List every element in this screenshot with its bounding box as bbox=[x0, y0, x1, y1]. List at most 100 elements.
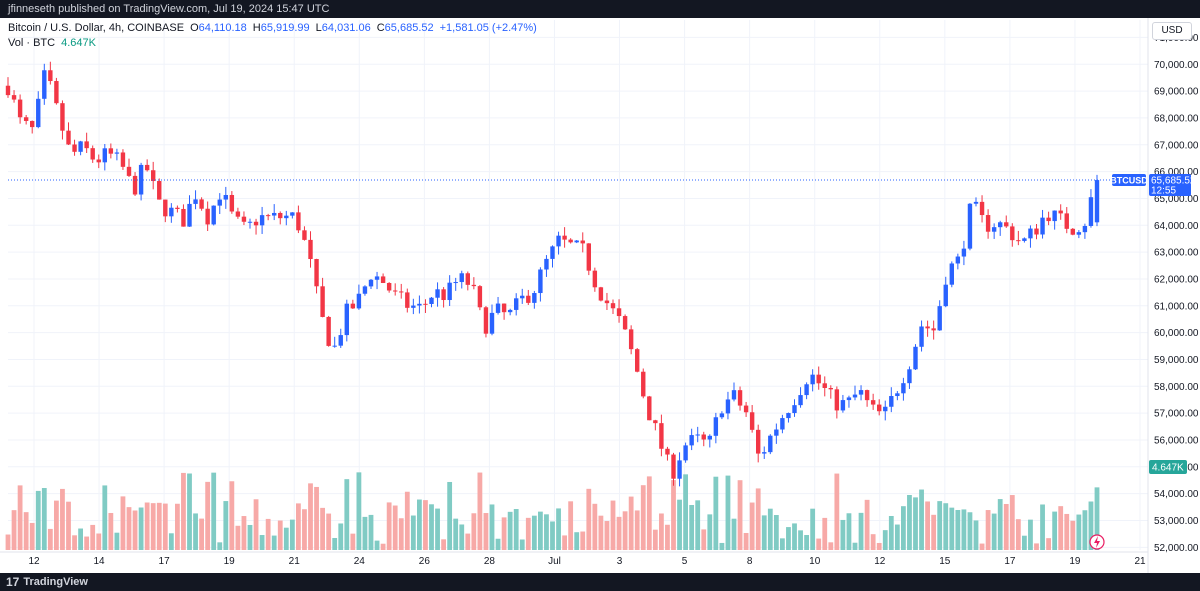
candle-body bbox=[453, 282, 458, 284]
y-tick-label: 58,000.00 bbox=[1154, 382, 1199, 393]
volume-bar bbox=[23, 512, 29, 550]
candle-body bbox=[520, 295, 525, 299]
volume-bar bbox=[792, 523, 797, 550]
volume-bar bbox=[447, 481, 453, 550]
volume-bar bbox=[181, 472, 186, 550]
volume-bar bbox=[96, 533, 102, 550]
candle-body bbox=[1040, 217, 1045, 235]
candle-body bbox=[78, 141, 83, 152]
volume-bar bbox=[1082, 510, 1088, 550]
candle-body bbox=[138, 164, 144, 195]
x-tick-label: Jul bbox=[548, 556, 561, 567]
volume-bar bbox=[979, 543, 985, 550]
volume-bar bbox=[544, 514, 549, 550]
candle-body bbox=[489, 312, 495, 334]
volume-bar bbox=[677, 499, 682, 550]
volume-bar bbox=[66, 501, 71, 550]
volume-bar bbox=[810, 508, 816, 550]
volume-bar bbox=[156, 502, 162, 550]
brand-name: TradingView bbox=[23, 576, 88, 588]
volume-bar bbox=[713, 476, 719, 550]
volume-bar bbox=[54, 500, 59, 550]
candle-body bbox=[1016, 240, 1021, 242]
volume-bar bbox=[519, 539, 525, 550]
volume-bar bbox=[949, 507, 955, 550]
candle-body bbox=[1088, 197, 1094, 226]
candle-body bbox=[556, 235, 561, 247]
volume-bar bbox=[665, 524, 670, 550]
volume-bar bbox=[11, 510, 17, 550]
candle-body bbox=[586, 243, 591, 271]
volume-bar bbox=[17, 485, 23, 550]
candle-body bbox=[756, 429, 761, 454]
volume-bar bbox=[423, 500, 428, 550]
candle-body bbox=[713, 417, 719, 436]
candle-body bbox=[749, 412, 755, 430]
candle-body bbox=[641, 371, 646, 397]
candle-body bbox=[405, 292, 410, 308]
volume-tag bbox=[1149, 460, 1187, 474]
candle-body bbox=[223, 194, 228, 200]
volume-bar bbox=[749, 502, 755, 550]
candle-body bbox=[423, 303, 428, 305]
candle-body bbox=[889, 396, 894, 407]
candle-body bbox=[495, 303, 501, 313]
x-tick-label: 12 bbox=[28, 556, 40, 567]
candle-body bbox=[187, 203, 192, 227]
volume-bar bbox=[513, 509, 519, 550]
volume-bar bbox=[925, 501, 930, 550]
candle-body bbox=[967, 203, 973, 249]
candle-body bbox=[1034, 228, 1039, 235]
candle-body bbox=[786, 413, 791, 419]
volume-bar bbox=[731, 518, 737, 550]
candle-body bbox=[507, 309, 513, 313]
candle-body bbox=[60, 103, 65, 131]
candle-body bbox=[864, 390, 870, 401]
candle-body bbox=[1004, 222, 1009, 227]
candle-body bbox=[308, 239, 313, 260]
candle-body bbox=[314, 259, 319, 287]
candle-body bbox=[834, 389, 840, 411]
tradingview-logo[interactable]: 17 TradingView bbox=[6, 573, 88, 591]
x-tick-label: 19 bbox=[1069, 556, 1081, 567]
candle-body bbox=[102, 148, 107, 163]
volume-bar bbox=[223, 501, 229, 550]
volume-bar bbox=[773, 515, 779, 550]
candle-body bbox=[737, 390, 743, 406]
footer-bar: 17 TradingView bbox=[0, 573, 1200, 591]
candle-body bbox=[272, 212, 277, 216]
volume-bar bbox=[5, 534, 11, 550]
volume-bar bbox=[296, 503, 301, 550]
candle-body bbox=[828, 387, 833, 390]
volume-bar bbox=[659, 513, 664, 550]
volume-bar bbox=[604, 521, 610, 550]
volume-bar bbox=[84, 536, 90, 550]
high-label: H bbox=[252, 22, 261, 34]
volume-bar bbox=[175, 503, 180, 550]
volume-bar bbox=[616, 516, 622, 550]
price-chart[interactable]: 71,000.0070,000.0069,000.0068,000.0067,0… bbox=[0, 18, 1200, 573]
candle-body bbox=[913, 346, 918, 370]
y-tick-label: 68,000.00 bbox=[1154, 113, 1199, 124]
candle-body bbox=[870, 400, 876, 405]
candle-body bbox=[1046, 217, 1051, 222]
volume-bar bbox=[459, 524, 465, 550]
volume-bar bbox=[640, 485, 646, 550]
candle-body bbox=[1058, 210, 1063, 214]
volume-bar bbox=[102, 485, 108, 550]
currency-button[interactable]: USD bbox=[1152, 22, 1192, 40]
volume-bar bbox=[846, 513, 852, 550]
candle-body bbox=[429, 297, 434, 304]
volume-bar bbox=[761, 515, 767, 550]
candle-body bbox=[435, 289, 440, 298]
symbol-tag bbox=[1112, 174, 1146, 187]
chart-area[interactable]: 71,000.0070,000.0069,000.0068,000.0067,0… bbox=[0, 18, 1200, 573]
low-label: L bbox=[315, 22, 322, 34]
candle-body bbox=[253, 221, 259, 226]
volume-bar bbox=[816, 538, 822, 550]
volume-bar bbox=[876, 542, 882, 550]
candle-body bbox=[949, 263, 954, 285]
candle-body bbox=[132, 175, 138, 195]
countdown-value: 12:55 bbox=[1151, 186, 1176, 197]
volume-bar bbox=[205, 481, 211, 550]
